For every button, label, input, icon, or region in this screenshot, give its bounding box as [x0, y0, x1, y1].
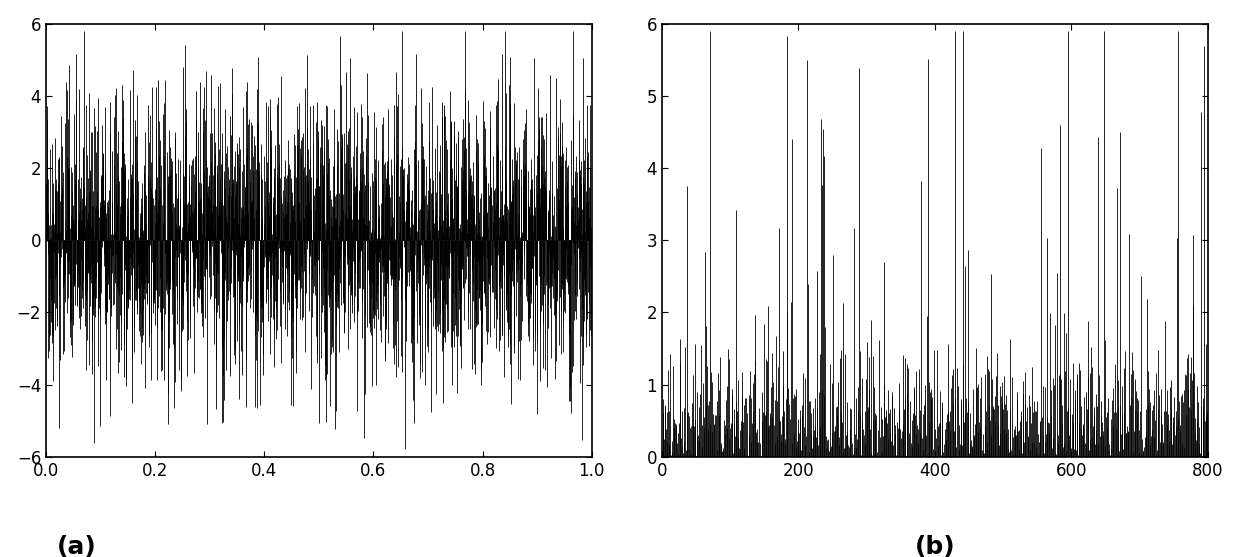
Text: (b): (b)	[914, 535, 955, 557]
Text: (a): (a)	[57, 535, 97, 557]
